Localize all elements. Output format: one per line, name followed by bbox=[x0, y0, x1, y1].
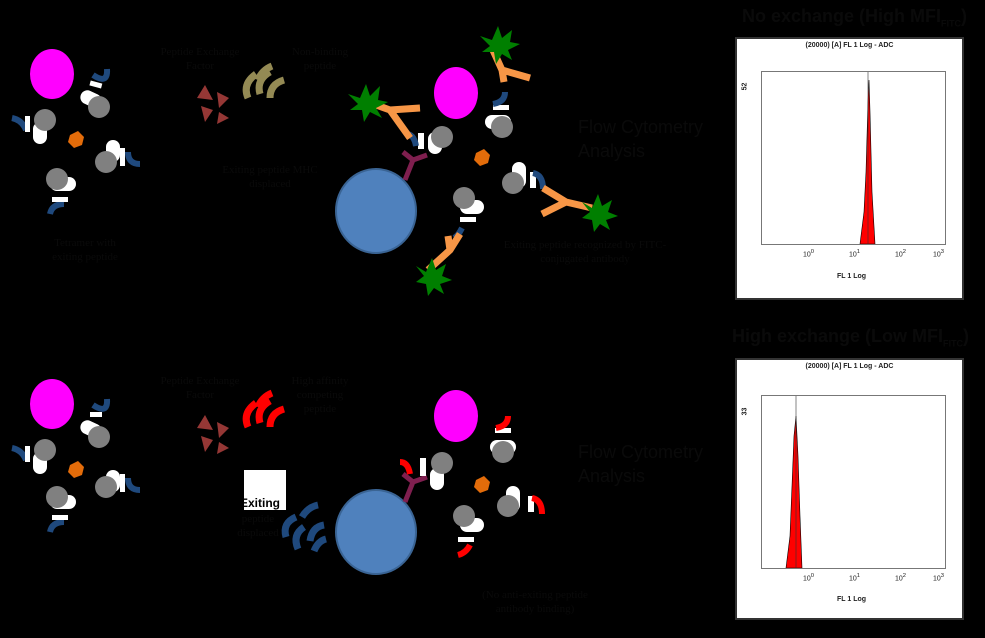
x-tick: 101 bbox=[849, 573, 861, 583]
exiting-label-box bbox=[244, 470, 286, 510]
x-tick: 103 bbox=[933, 573, 945, 583]
histogram-bottom: (20000) [A] FL 1 Log - ADC 33 100 101 10… bbox=[735, 358, 964, 620]
x-tick: 103 bbox=[933, 249, 945, 259]
tetramer-with-exiting-peptide bbox=[11, 379, 141, 533]
flow-label-line1: Flow Cytometry bbox=[578, 442, 704, 462]
y-max-tick: 33 bbox=[741, 407, 749, 416]
fitc-fluorophore-icon bbox=[348, 26, 618, 296]
core-icon bbox=[68, 461, 84, 478]
histogram-title: (20000) [A] FL 1 Log - ADC bbox=[805, 42, 894, 49]
displaced-peptide-icon bbox=[281, 501, 328, 553]
flow-label: Flow Cytometry Analysis bbox=[578, 440, 703, 488]
histogram-title: (20000) [A] FL 1 Log - ADC bbox=[805, 363, 894, 370]
x-tick: 100 bbox=[803, 249, 815, 259]
mhc-blob-icon bbox=[30, 49, 74, 99]
plot-area bbox=[761, 71, 946, 245]
x-tick: 102 bbox=[895, 573, 907, 583]
exchange-factor-label: Peptide Exchange Factor bbox=[160, 375, 240, 401]
non-binding-peptide-icon bbox=[242, 62, 286, 100]
plot-area bbox=[761, 395, 946, 569]
core-icon bbox=[68, 131, 84, 148]
exchange-factor-icon bbox=[197, 415, 229, 454]
flow-label-line2: Analysis bbox=[578, 141, 646, 161]
high-affinity-peptide-icon bbox=[242, 389, 286, 429]
flow-label-line2: Analysis bbox=[578, 466, 646, 486]
x-tick: 101 bbox=[849, 249, 861, 259]
exiting-label: Exiting bbox=[240, 496, 281, 510]
mhc-blob-icon bbox=[30, 379, 74, 429]
y-max-tick: 52 bbox=[741, 82, 749, 91]
core-icon bbox=[474, 476, 490, 493]
receptor-icon bbox=[401, 472, 428, 503]
flow-label: Flow Cytometry Analysis bbox=[578, 115, 703, 163]
tetramer-label: Tetramer with exiting peptide bbox=[52, 237, 118, 263]
antibody-binding-scene bbox=[335, 26, 618, 296]
receptor-icon bbox=[401, 150, 428, 181]
x-axis-label: FL 1 Log bbox=[837, 273, 867, 280]
competing-peptide-label: Non-binding peptide bbox=[291, 46, 349, 72]
exchange-factor-icon bbox=[197, 85, 229, 124]
mhc-peptide-arm-icon bbox=[80, 68, 111, 118]
exchange-factor-label: Peptide Exchange Factor bbox=[160, 46, 240, 72]
flow-label-line1: Flow Cytometry bbox=[578, 117, 704, 137]
plot-title-bottom: High exchange (Low MFIFITC) bbox=[732, 326, 970, 349]
no-binding-label: (No anti-exiting peptide antibody bindin… bbox=[482, 589, 588, 615]
exiting-peptide-label: Exiting peptide MHC displaced bbox=[222, 164, 318, 190]
mhc-blob-icon bbox=[434, 67, 478, 119]
x-tick: 102 bbox=[895, 249, 907, 259]
no-binding-scene bbox=[335, 390, 545, 575]
mhc-blob-icon bbox=[434, 390, 478, 442]
recognized-label: Exiting peptide recognized by FITC-conju… bbox=[503, 239, 667, 265]
core-icon bbox=[474, 149, 490, 166]
tetramer-with-exiting-peptide bbox=[11, 49, 141, 215]
cell-icon bbox=[335, 489, 417, 575]
competing-peptide-label: High affinity competing peptide bbox=[291, 375, 349, 415]
plot-title-top: No exchange (High MFIFITC) bbox=[742, 6, 968, 29]
x-tick: 100 bbox=[803, 573, 815, 583]
histogram-top: (20000) [A] FL 1 Log - ADC 52 100 101 10… bbox=[735, 37, 964, 300]
cell-icon bbox=[335, 168, 417, 254]
x-axis-label: FL 1 Log bbox=[837, 596, 867, 603]
exiting-peptide-label: peptide displaced bbox=[237, 513, 279, 539]
